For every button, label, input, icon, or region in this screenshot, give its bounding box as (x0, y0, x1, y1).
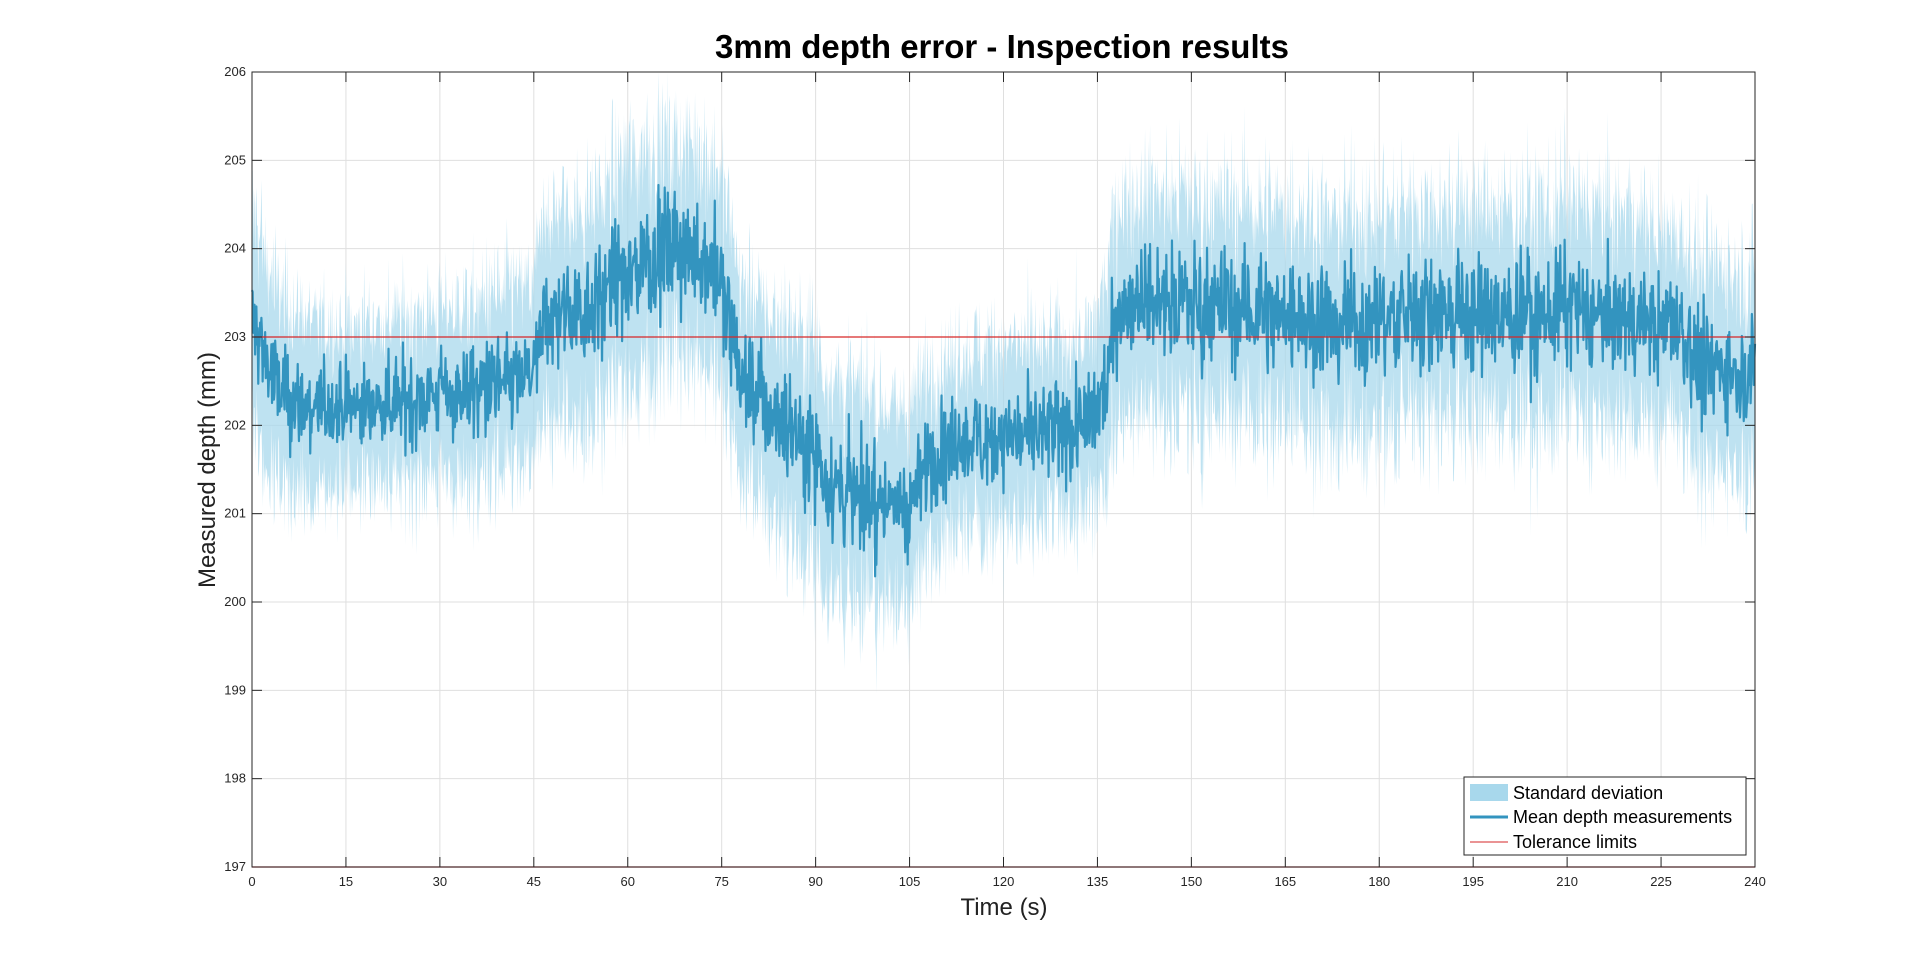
x-tick-label: 0 (248, 874, 255, 889)
y-tick-label: 197 (224, 859, 246, 874)
std-band-layer (252, 72, 1755, 694)
x-tick-label: 105 (899, 874, 921, 889)
plot-area (250, 71, 1757, 868)
std-band-area (252, 72, 1755, 694)
y-tick-label: 205 (224, 152, 246, 167)
y-tick-labels: 197 198 199 200 201 202 203 204 205 206 (224, 64, 246, 874)
x-tick-label: 120 (993, 874, 1015, 889)
x-tick-label: 150 (1181, 874, 1203, 889)
legend-label-tolerance: Tolerance limits (1513, 832, 1637, 852)
mean-depth-line (250, 183, 1757, 578)
y-tick-label: 202 (224, 417, 246, 432)
x-tick-label: 60 (621, 874, 635, 889)
y-tick-label: 203 (224, 329, 246, 344)
x-tick-label: 90 (808, 874, 822, 889)
y-tick-label: 198 (224, 771, 246, 786)
y-tick-label: 199 (224, 682, 246, 697)
y-tick-label: 206 (224, 64, 246, 79)
x-tick-label: 15 (339, 874, 353, 889)
x-tick-labels: 0 15 30 45 60 75 90 105 120 135 150 165 180 195 210 225… (248, 874, 1765, 889)
tick-marks (251, 71, 1756, 868)
legend-box (1463, 776, 1747, 856)
x-tick-label: 180 (1368, 874, 1390, 889)
y-tick-label: 201 (224, 506, 246, 521)
x-tick-label: 135 (1087, 874, 1109, 889)
x-tick-label: 30 (433, 874, 447, 889)
legend: Standard deviation Mean depth measuremen… (1463, 776, 1747, 856)
x-tick-label: 210 (1556, 874, 1578, 889)
x-tick-label: 75 (714, 874, 728, 889)
legend-label-std: Standard deviation (1513, 783, 1663, 803)
y-tick-label: 200 (224, 594, 246, 609)
x-tick-label: 240 (1744, 874, 1766, 889)
mean-line-layer (250, 183, 1757, 578)
x-tick-label: 45 (527, 874, 541, 889)
x-tick-label: 225 (1650, 874, 1672, 889)
legend-swatch-std (1470, 784, 1508, 801)
legend-label-mean: Mean depth measurements (1513, 807, 1732, 827)
x-tick-label: 165 (1274, 874, 1296, 889)
y-axis-label: Measured depth (mm) (194, 352, 221, 588)
y-tick-label: 204 (224, 241, 246, 256)
x-tick-label: 195 (1462, 874, 1484, 889)
x-axis-label: Time (s) (960, 894, 1047, 921)
chart-title: 3mm depth error - Inspection results (715, 28, 1289, 65)
